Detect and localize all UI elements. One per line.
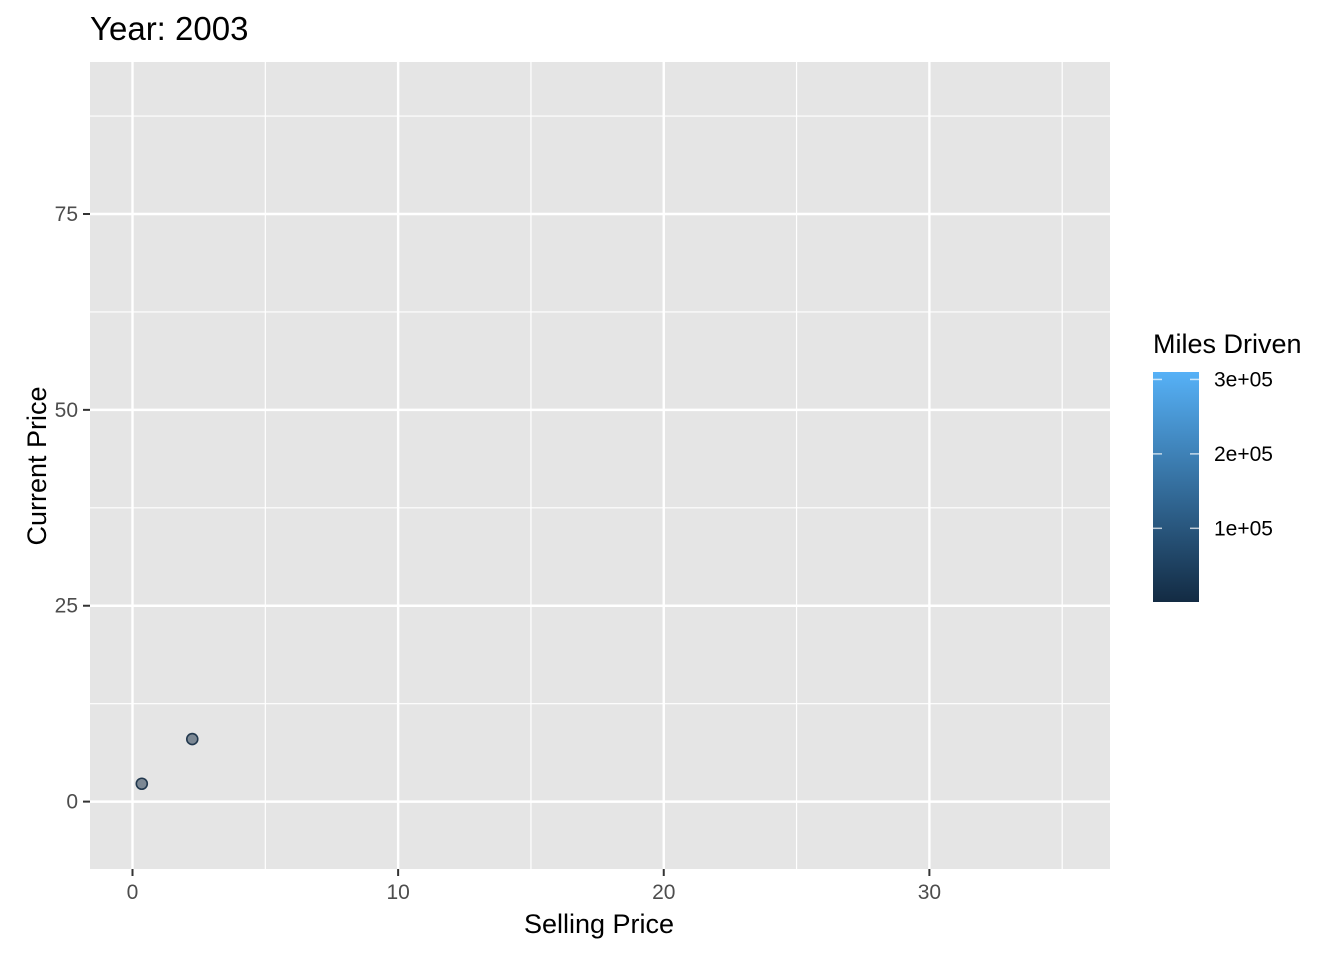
y-tick-label: 75 (55, 203, 78, 226)
x-tick-label: 0 (127, 881, 139, 904)
legend: Miles Driven 1e+05 2e+05 3e+05 (1153, 329, 1302, 602)
x-tick-label: 30 (918, 881, 941, 904)
x-tick-label: 10 (386, 881, 409, 904)
y-tick-label: 50 (55, 399, 78, 422)
legend-colorbar (1153, 372, 1199, 602)
legend-break-label: 2e+05 (1214, 443, 1273, 466)
plot-panel (90, 62, 1110, 869)
chart-title: Year: 2003 (90, 10, 248, 47)
legend-break-label: 1e+05 (1214, 517, 1273, 540)
major-gridlines (90, 62, 1110, 869)
y-axis: 0 25 50 75 (55, 203, 90, 814)
data-points (135, 732, 199, 791)
legend-title: Miles Driven (1153, 329, 1302, 359)
y-axis-title: Current Price (22, 386, 52, 545)
legend-breaks: 1e+05 2e+05 3e+05 (1153, 368, 1273, 540)
legend-break-label: 3e+05 (1214, 368, 1273, 391)
minor-gridlines (90, 62, 1110, 869)
data-point (135, 777, 149, 791)
data-point (185, 732, 199, 746)
y-tick-label: 0 (66, 791, 78, 814)
x-tick-label: 20 (652, 881, 675, 904)
x-axis: 0 10 20 30 (127, 869, 941, 904)
x-axis-title: Selling Price (524, 909, 674, 939)
y-tick-label: 25 (55, 595, 78, 618)
